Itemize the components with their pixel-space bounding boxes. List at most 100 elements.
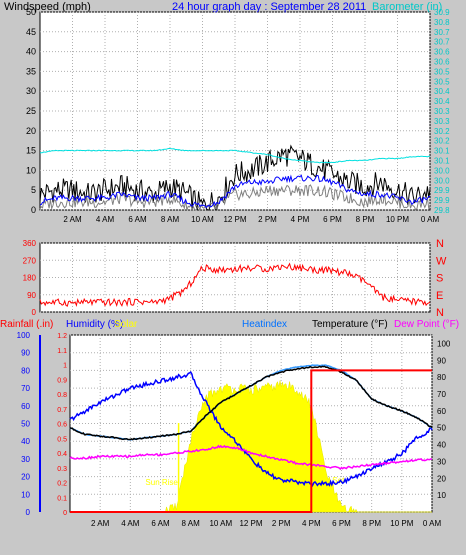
top-ytick-right: 29.9	[434, 196, 450, 205]
top-ytick-right: 30.0	[434, 176, 450, 185]
top-ytick-left: 25	[26, 106, 36, 116]
top-ytick-right: 29.9	[434, 186, 450, 195]
bottom-xtick: 6 PM	[332, 519, 351, 528]
bottom-xtick: 0 AM	[423, 519, 442, 528]
bottom-ytick-rainfall: 0.3	[57, 466, 67, 473]
bottom-ytick-temperature: 10	[437, 491, 446, 500]
bottom-legend-label: Solar	[114, 319, 138, 330]
bottom-xtick: 4 PM	[302, 519, 321, 528]
top-ytick-left: 50	[26, 7, 36, 17]
bottom-ytick-rainfall: 1.2	[57, 333, 67, 340]
bottom-xtick: 8 PM	[362, 519, 381, 528]
dew-point-series	[69, 444, 433, 471]
bottom-legend-label: Heatindex	[242, 319, 287, 330]
top-ytick-left: 20	[26, 126, 36, 136]
bottom-ytick-rainfall: 0.8	[57, 392, 67, 399]
top-xtick: 12 PM	[223, 215, 246, 224]
bottom-ytick-temperature: 40	[437, 441, 446, 450]
mid-ytick-left: 90	[27, 291, 36, 300]
bottom-ytick-temperature: 20	[437, 474, 446, 483]
bottom-ytick-temperature: 100	[437, 339, 451, 348]
mid-ytick-right: N	[436, 307, 444, 319]
bottom-ytick-humidity: 60	[21, 402, 30, 411]
mid-ytick-left: 180	[23, 274, 37, 283]
bottom-ytick-humidity: 30	[21, 455, 30, 464]
bottom-ytick-temperature: 60	[437, 407, 446, 416]
bottom-ytick-temperature: 90	[437, 356, 446, 365]
wind-speed-series	[39, 174, 431, 209]
bottom-ytick-humidity: 50	[21, 420, 30, 429]
rainfall-series	[70, 369, 432, 513]
top-ytick-left: 45	[26, 27, 36, 37]
barometer-series	[39, 148, 430, 164]
bottom-legend-label: Temperature (°F)	[312, 319, 388, 330]
top-ytick-right: 30.0	[434, 166, 450, 175]
top-ytick-right: 30.4	[434, 97, 450, 106]
top-ytick-right: 30.6	[434, 58, 450, 67]
top-ytick-right: 30.7	[434, 38, 450, 47]
top-xtick: 2 AM	[63, 215, 82, 224]
bottom-ytick-temperature: 80	[437, 373, 446, 382]
top-ylabel-right: Barometer (in)	[372, 1, 442, 13]
mid-ytick-right: N	[436, 238, 444, 250]
bottom-ytick-humidity: 10	[21, 490, 30, 499]
top-xtick: 4 AM	[96, 215, 115, 224]
top-ytick-left: 35	[26, 66, 36, 76]
sunrise-label: Sun Rise	[145, 478, 178, 487]
bottom-ytick-humidity: 0	[26, 508, 31, 517]
bottom-xtick: 2 AM	[91, 519, 110, 528]
top-ytick-left: 5	[31, 185, 36, 195]
top-ytick-right: 30.6	[434, 48, 450, 57]
bottom-ytick-rainfall: 0.9	[57, 377, 67, 384]
top-ytick-right: 30.1	[434, 147, 450, 156]
mid-ytick-right: E	[436, 290, 443, 302]
top-ytick-left: 30	[26, 86, 36, 96]
temperature-series	[69, 365, 433, 441]
bottom-ytick-rainfall: 0	[63, 510, 67, 517]
bottom-xtick: 4 AM	[121, 519, 140, 528]
mid-ytick-left: 0	[32, 308, 37, 317]
bottom-xtick: 10 PM	[390, 519, 413, 528]
bottom-ytick-rainfall: 1.1	[57, 348, 67, 355]
top-xtick: 6 AM	[128, 215, 147, 224]
bottom-ytick-humidity: 40	[21, 437, 30, 446]
bottom-xtick: 2 PM	[272, 519, 291, 528]
bottom-ytick-rainfall: 0.5	[57, 436, 67, 443]
top-ytick-right: 30.3	[434, 117, 450, 126]
mid-ytick-right: S	[436, 273, 443, 285]
bottom-ytick-rainfall: 0.1	[57, 495, 67, 502]
top-ytick-right: 30.3	[434, 107, 450, 116]
top-title: 24 hour graph day : September 28 2011	[172, 1, 366, 13]
bottom-ytick-humidity: 70	[21, 384, 30, 393]
top-ytick-right: 30.5	[434, 77, 450, 86]
bottom-legend-label: Dew Point (°F)	[394, 319, 459, 330]
top-xtick: 2 PM	[258, 215, 277, 224]
bottom-xtick: 12 PM	[239, 519, 262, 528]
top-ytick-right: 30.8	[434, 18, 450, 27]
top-ytick-right: 30.5	[434, 67, 450, 76]
top-xtick: 8 PM	[356, 215, 375, 224]
top-ytick-left: 0	[31, 205, 36, 215]
top-ytick-right: 30.4	[434, 87, 450, 96]
wind-direction-series	[39, 262, 431, 307]
bottom-xtick: 6 AM	[151, 519, 170, 528]
top-ylabel-left: Windspeed (mph)	[4, 1, 91, 13]
bottom-ytick-rainfall: 0.4	[57, 451, 67, 458]
humidity-series	[69, 371, 433, 488]
wind-gust-series	[39, 144, 431, 211]
top-xtick: 10 AM	[191, 215, 214, 224]
top-xtick: 0 AM	[421, 215, 440, 224]
top-ytick-right: 30.2	[434, 137, 450, 146]
top-xtick: 10 PM	[386, 215, 409, 224]
top-ytick-right: 30.2	[434, 127, 450, 136]
bottom-xtick: 8 AM	[182, 519, 201, 528]
bottom-legend-label: Humidity (%)	[66, 319, 123, 330]
bottom-ytick-rainfall: 1	[63, 363, 67, 370]
mid-ytick-left: 360	[23, 239, 37, 248]
wind-average-series	[39, 184, 431, 212]
top-ytick-right: 29.8	[434, 206, 450, 215]
bottom-xtick: 10 AM	[209, 519, 232, 528]
bottom-ytick-temperature: 50	[437, 424, 446, 433]
